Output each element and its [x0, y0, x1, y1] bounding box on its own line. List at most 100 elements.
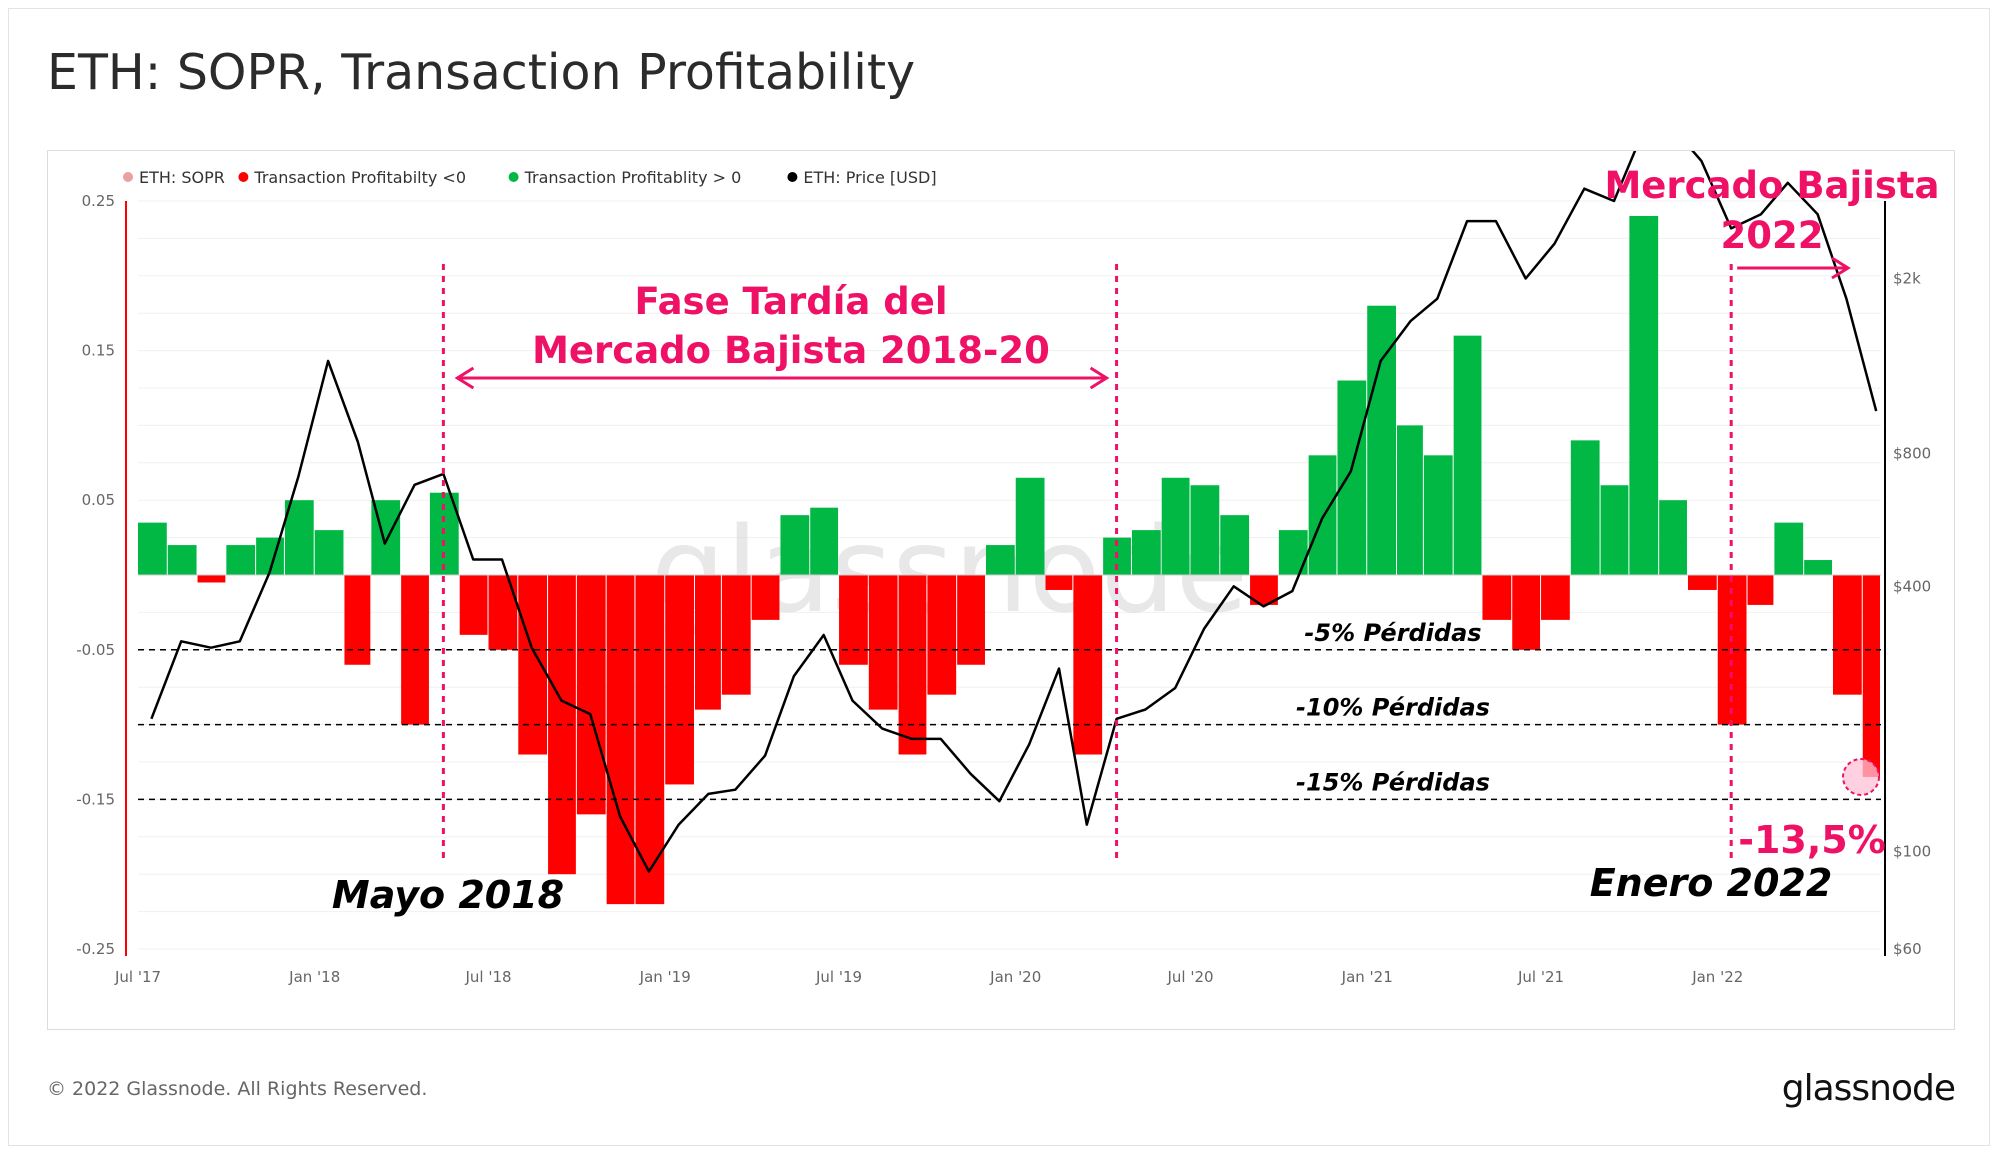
chart: glassnode0.250.150.05-0.05-0.15-0.25$2k$… [76, 151, 1940, 986]
legend-dot [787, 172, 798, 182]
y-left-tick: -0.05 [76, 641, 115, 659]
loss-bar [518, 575, 548, 755]
x-tick: Jan '21 [1341, 968, 1393, 986]
profit-bar [1423, 455, 1453, 575]
profit-bar [1015, 477, 1045, 575]
legend-dot [508, 172, 519, 182]
loss-bar [197, 575, 226, 583]
loss-bar [751, 575, 780, 620]
x-tick: Jul '21 [1517, 968, 1564, 986]
profit-bar [1367, 305, 1396, 575]
x-tick: Jul '20 [1166, 968, 1213, 986]
profit-bar [284, 500, 314, 575]
loss-bar [721, 575, 751, 695]
profit-bar [167, 545, 197, 575]
annotation-bear-late-line1: Fase Tardía del [634, 280, 947, 323]
marker-label-enero-2022: Enero 2022 [1590, 861, 1833, 905]
loss-bar [1862, 575, 1880, 777]
footer-logo: glassnode [1781, 1068, 1956, 1109]
profit-bar [1396, 425, 1423, 575]
x-tick: Jan '19 [639, 968, 691, 986]
loss-bar [576, 575, 606, 815]
annotation-bear-2022-line2: 2022 [1721, 214, 1824, 257]
legend-label: ETH: SOPR [139, 168, 225, 187]
legend-dot [123, 172, 133, 182]
legend-label: ETH: Price [USD] [803, 168, 936, 187]
price-line [150, 151, 1878, 873]
profit-bar [1774, 522, 1804, 575]
profit-bar [226, 545, 256, 575]
loss-bar [927, 575, 957, 695]
y-right-tick: $800 [1893, 445, 1931, 463]
y-left-tick: 0.05 [82, 491, 115, 509]
profit-bar [1659, 500, 1687, 575]
profit-bar [780, 515, 810, 575]
loss-bar [1512, 575, 1541, 650]
loss-bar [839, 575, 868, 665]
loss-bar [1832, 575, 1862, 695]
current-value-marker [1842, 757, 1880, 796]
legend-dot [238, 172, 249, 182]
profit-bar [1804, 560, 1832, 575]
card-frame [8, 8, 1990, 1146]
profit-bar [1600, 485, 1629, 575]
profit-bar [1220, 515, 1250, 575]
loss-bar [1045, 575, 1073, 590]
loss-bar [1073, 575, 1103, 755]
loss-bar [1482, 575, 1512, 620]
loss-bar [868, 575, 898, 710]
profit-bar [1278, 530, 1308, 575]
y-right-tick: $2k [1893, 270, 1921, 288]
loss-bar [1687, 575, 1717, 590]
annotation-bear-2022-line1: Mercado Bajista [1604, 164, 1939, 207]
loss-bar [957, 575, 985, 665]
profit-bar [1453, 335, 1482, 575]
legend-label: Transaction Profitablity > 0 [524, 168, 742, 187]
reference-line-label: -5% Pérdidas [1304, 619, 1481, 647]
profit-bar [1131, 530, 1161, 575]
profit-bar [810, 507, 839, 575]
y-left-tick: 0.15 [82, 342, 115, 360]
x-tick: Jul '19 [815, 968, 862, 986]
y-left-tick: -0.15 [76, 790, 115, 808]
footer-copyright: © 2022 Glassnode. All Rights Reserved. [47, 1078, 428, 1100]
y-left-tick: 0.25 [82, 192, 115, 210]
arrow-head-left [454, 366, 475, 390]
x-tick: Jul '18 [464, 968, 511, 986]
loss-bar [898, 575, 927, 755]
profit-bar [138, 522, 167, 575]
reference-line-label: -10% Pérdidas [1296, 694, 1490, 722]
loss-bar [488, 575, 518, 650]
y-left-tick: -0.25 [76, 940, 115, 958]
annotation-bear-late-line2: Mercado Bajista 2018-20 [532, 329, 1050, 372]
profit-bar [1161, 477, 1190, 575]
x-tick: Jul '17 [114, 968, 161, 986]
y-right-tick: $100 [1893, 842, 1931, 860]
page-title: ETH: SOPR, Transaction Profitability [47, 44, 916, 101]
profit-bar [1629, 215, 1659, 575]
profit-bar [1570, 440, 1600, 575]
y-right-tick: $60 [1893, 940, 1922, 958]
x-tick: Jan '20 [989, 968, 1041, 986]
legend-label: Transaction Profitabilty <0 [253, 168, 466, 187]
reference-line-label: -15% Pérdidas [1296, 768, 1490, 796]
loss-bar [1541, 575, 1570, 620]
loss-bar [665, 575, 694, 785]
y-right-tick: $400 [1893, 577, 1931, 595]
loss-bar [1747, 575, 1774, 605]
loss-bar [606, 575, 635, 905]
profit-bar [985, 545, 1015, 575]
loss-bar [344, 575, 371, 665]
x-tick: Jan '22 [1691, 968, 1743, 986]
loss-bar [635, 575, 665, 905]
annotation-current-value: -13,5% [1738, 818, 1886, 862]
marker-label-mayo-2018: Mayo 2018 [332, 873, 564, 917]
profit-bar [1337, 380, 1367, 575]
arrow-head-right [1089, 366, 1110, 390]
profit-bar [1308, 455, 1337, 575]
x-tick: Jan '18 [288, 968, 340, 986]
chart-panel: glassnode 0.25 0.15 0.05 -0.05 -0.15 -0.25 $2k $… [47, 150, 1955, 1030]
profit-bar [314, 530, 344, 575]
loss-bar [694, 575, 721, 710]
arrow-head-right [1831, 256, 1851, 280]
